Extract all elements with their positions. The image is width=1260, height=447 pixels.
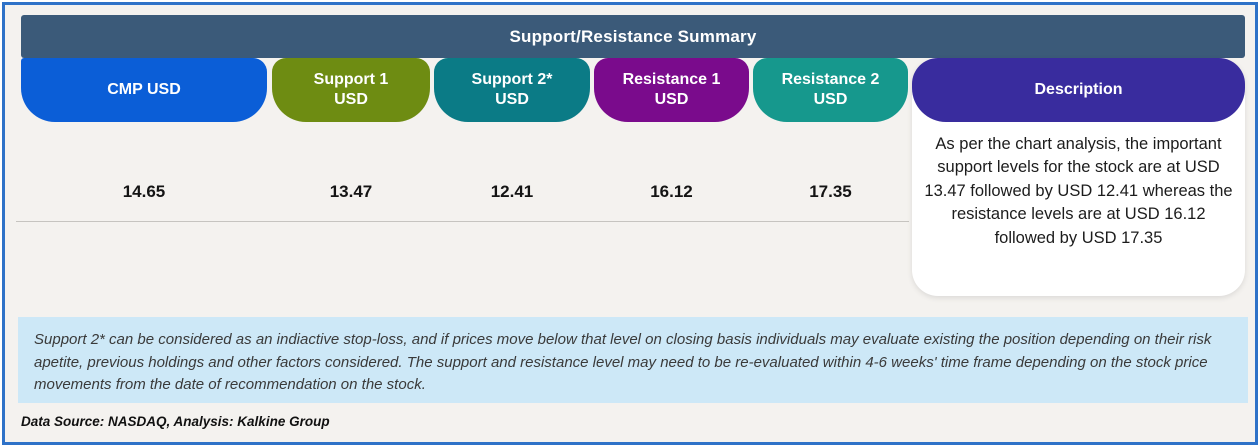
column-header-label: Description — [1034, 81, 1123, 98]
column-header-label-line2: USD — [654, 91, 689, 108]
table-title: Support/Resistance Summary — [509, 26, 757, 46]
row-divider-line — [16, 221, 909, 222]
footnote-band: Support 2* can be considered as an india… — [18, 317, 1248, 403]
column-header-resistance1: Resistance 1 USD — [594, 58, 749, 122]
data-source-line: Data Source: NASDAQ, Analysis: Kalkine G… — [21, 414, 330, 429]
column-header-label-line2: USD — [495, 91, 529, 108]
column-header-label: Resistance 1 — [622, 71, 721, 88]
column-header-label: CMP USD — [107, 81, 181, 98]
value-resistance2: 17.35 — [809, 182, 852, 201]
footnote-text: Support 2* can be considered as an india… — [34, 331, 1212, 393]
column-header-resistance2: Resistance 2 USD — [753, 58, 908, 122]
column-header-support2: Support 2* USD — [434, 58, 590, 122]
column-header-description: Description — [912, 58, 1245, 122]
column-header-label: Support 2* — [471, 71, 553, 88]
column-header-support1: Support 1 USD — [272, 58, 430, 122]
table-title-bar: Support/Resistance Summary — [21, 15, 1245, 58]
column-header-label-line2: USD — [334, 91, 368, 108]
column-header-label-line2: USD — [813, 91, 848, 108]
column-header-label: Resistance 2 — [781, 71, 880, 88]
value-support1: 13.47 — [329, 182, 373, 201]
description-card: Description As per the chart analysis, t… — [912, 58, 1245, 296]
value-support2: 12.41 — [490, 182, 534, 201]
column-header-cmp: CMP USD — [21, 58, 267, 122]
value-resistance1: 16.12 — [650, 182, 693, 201]
column-header-label: Support 1 — [313, 71, 389, 88]
description-text: As per the chart analysis, the important… — [924, 135, 1233, 247]
value-cmp: 14.65 — [122, 182, 166, 201]
